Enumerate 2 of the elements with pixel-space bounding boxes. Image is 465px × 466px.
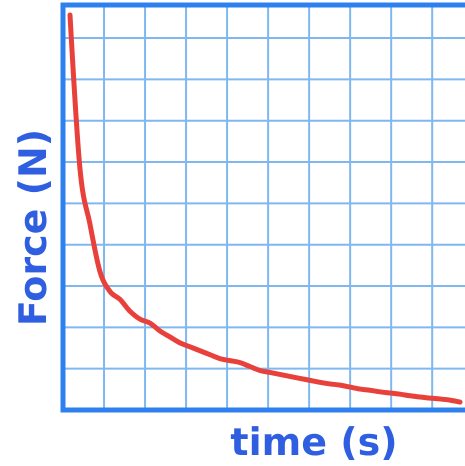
x-axis-title: time (s) — [230, 420, 398, 464]
y-axis-title: Force (N) — [11, 128, 55, 326]
